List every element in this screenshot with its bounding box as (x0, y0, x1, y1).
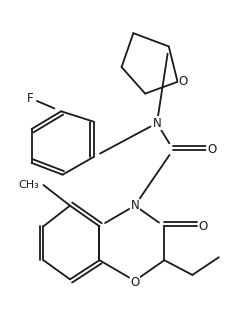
Text: F: F (27, 92, 34, 105)
Text: N: N (152, 116, 161, 130)
Text: O: O (130, 276, 139, 289)
Text: O: O (199, 220, 208, 233)
Text: N: N (131, 199, 139, 212)
Text: CH₃: CH₃ (18, 180, 39, 190)
Text: O: O (179, 75, 188, 88)
Text: O: O (207, 143, 216, 156)
